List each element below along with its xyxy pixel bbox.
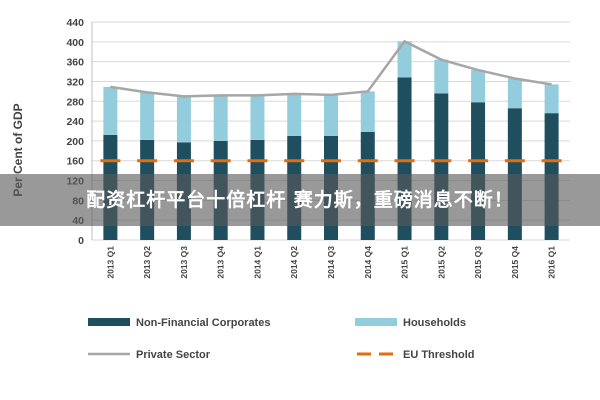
bar-households xyxy=(360,91,375,132)
x-category-label: 2016 Q1 xyxy=(547,246,557,279)
x-axis-categories: 2013 Q1 2013 Q2 2013 Q3 2013 Q4 2014 Q1 2014 … xyxy=(105,246,556,279)
y-tick-label: 280 xyxy=(66,96,84,108)
bar-households xyxy=(140,92,155,140)
x-category-label: 2014 Q4 xyxy=(363,246,373,279)
x-category-label: 2015 Q2 xyxy=(436,246,446,279)
x-category-label: 2015 Q3 xyxy=(473,246,483,279)
x-category-label: 2014 Q1 xyxy=(252,246,262,279)
y-tick-label: 240 xyxy=(66,116,84,128)
x-category-label: 2013 Q2 xyxy=(142,246,152,279)
overlay-caption: 配资杠杆平台十倍杠杆 赛力斯，重磅消息不断！ xyxy=(86,189,514,211)
legend-swatch-non-financial-corporates xyxy=(88,318,130,326)
x-category-label: 2013 Q3 xyxy=(179,246,189,279)
x-category-label: 2014 Q2 xyxy=(289,246,299,279)
bar-households xyxy=(250,95,265,140)
bar-households xyxy=(103,86,118,135)
bar-households xyxy=(213,95,228,141)
lines xyxy=(100,39,562,163)
bar-households xyxy=(176,96,191,143)
y-axis-title: Per Cent of GDP xyxy=(11,103,25,196)
y-tick-label: 400 xyxy=(66,37,84,49)
x-category-label: 2013 Q1 xyxy=(105,246,115,279)
legend-label-households: Households xyxy=(403,317,466,329)
bar-households xyxy=(471,70,486,103)
y-tick-label: 160 xyxy=(66,156,84,168)
legend-label-private-sector: Private Sector xyxy=(136,349,211,361)
x-category-label: 2014 Q3 xyxy=(326,246,336,279)
y-tick-label: 320 xyxy=(66,76,84,88)
x-category-label: 2015 Q1 xyxy=(400,246,410,279)
x-category-label: 2013 Q4 xyxy=(216,246,226,279)
y-tick-label: 440 xyxy=(66,17,84,29)
bar-households xyxy=(544,84,559,114)
bar-households xyxy=(324,94,338,136)
overlay-banner xyxy=(0,174,600,226)
y-tick-label: 360 xyxy=(66,57,84,69)
legend: Non-Financial Corporates Households Privat… xyxy=(88,317,475,361)
legend-label-eu-threshold: EU Threshold xyxy=(403,349,475,361)
legend-swatch-households xyxy=(355,318,397,326)
y-tick-label: 200 xyxy=(66,136,84,148)
bar-households xyxy=(434,59,449,94)
line-private-sector xyxy=(110,39,552,98)
legend-label-non-financial-corporates: Non-Financial Corporates xyxy=(136,317,270,329)
y-tick-label: 0 xyxy=(78,235,84,247)
x-category-label: 2015 Q4 xyxy=(510,246,520,279)
bar-households xyxy=(287,93,302,136)
bar-households xyxy=(507,78,522,109)
bar-households xyxy=(397,41,412,78)
